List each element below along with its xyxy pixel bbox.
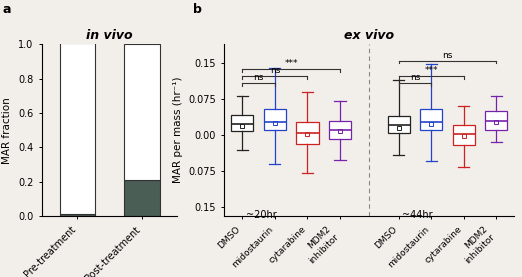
Title: ex vivo: ex vivo — [344, 29, 395, 42]
PathPatch shape — [296, 122, 318, 143]
Text: b: b — [193, 3, 202, 16]
PathPatch shape — [420, 109, 442, 130]
Bar — [124, 180, 160, 216]
Bar — [124, 44, 160, 180]
PathPatch shape — [453, 125, 475, 145]
PathPatch shape — [387, 116, 410, 133]
Text: ***: *** — [424, 66, 438, 75]
Text: ***: *** — [284, 59, 298, 68]
Text: ~44hr: ~44hr — [402, 210, 433, 220]
Text: ns: ns — [442, 51, 453, 60]
Y-axis label: MAR fraction: MAR fraction — [3, 97, 13, 163]
Text: ~20hr: ~20hr — [246, 210, 276, 220]
Y-axis label: MAR per mass (hr⁻¹): MAR per mass (hr⁻¹) — [173, 77, 183, 183]
PathPatch shape — [329, 121, 351, 139]
PathPatch shape — [231, 115, 254, 131]
Bar — [60, 214, 95, 216]
PathPatch shape — [264, 109, 286, 130]
PathPatch shape — [485, 111, 507, 130]
Text: ns: ns — [410, 73, 420, 83]
Text: ns: ns — [270, 66, 280, 75]
Bar — [60, 43, 95, 214]
Text: a: a — [3, 3, 11, 16]
Text: ns: ns — [254, 73, 264, 83]
Title: in vivo: in vivo — [86, 29, 133, 42]
